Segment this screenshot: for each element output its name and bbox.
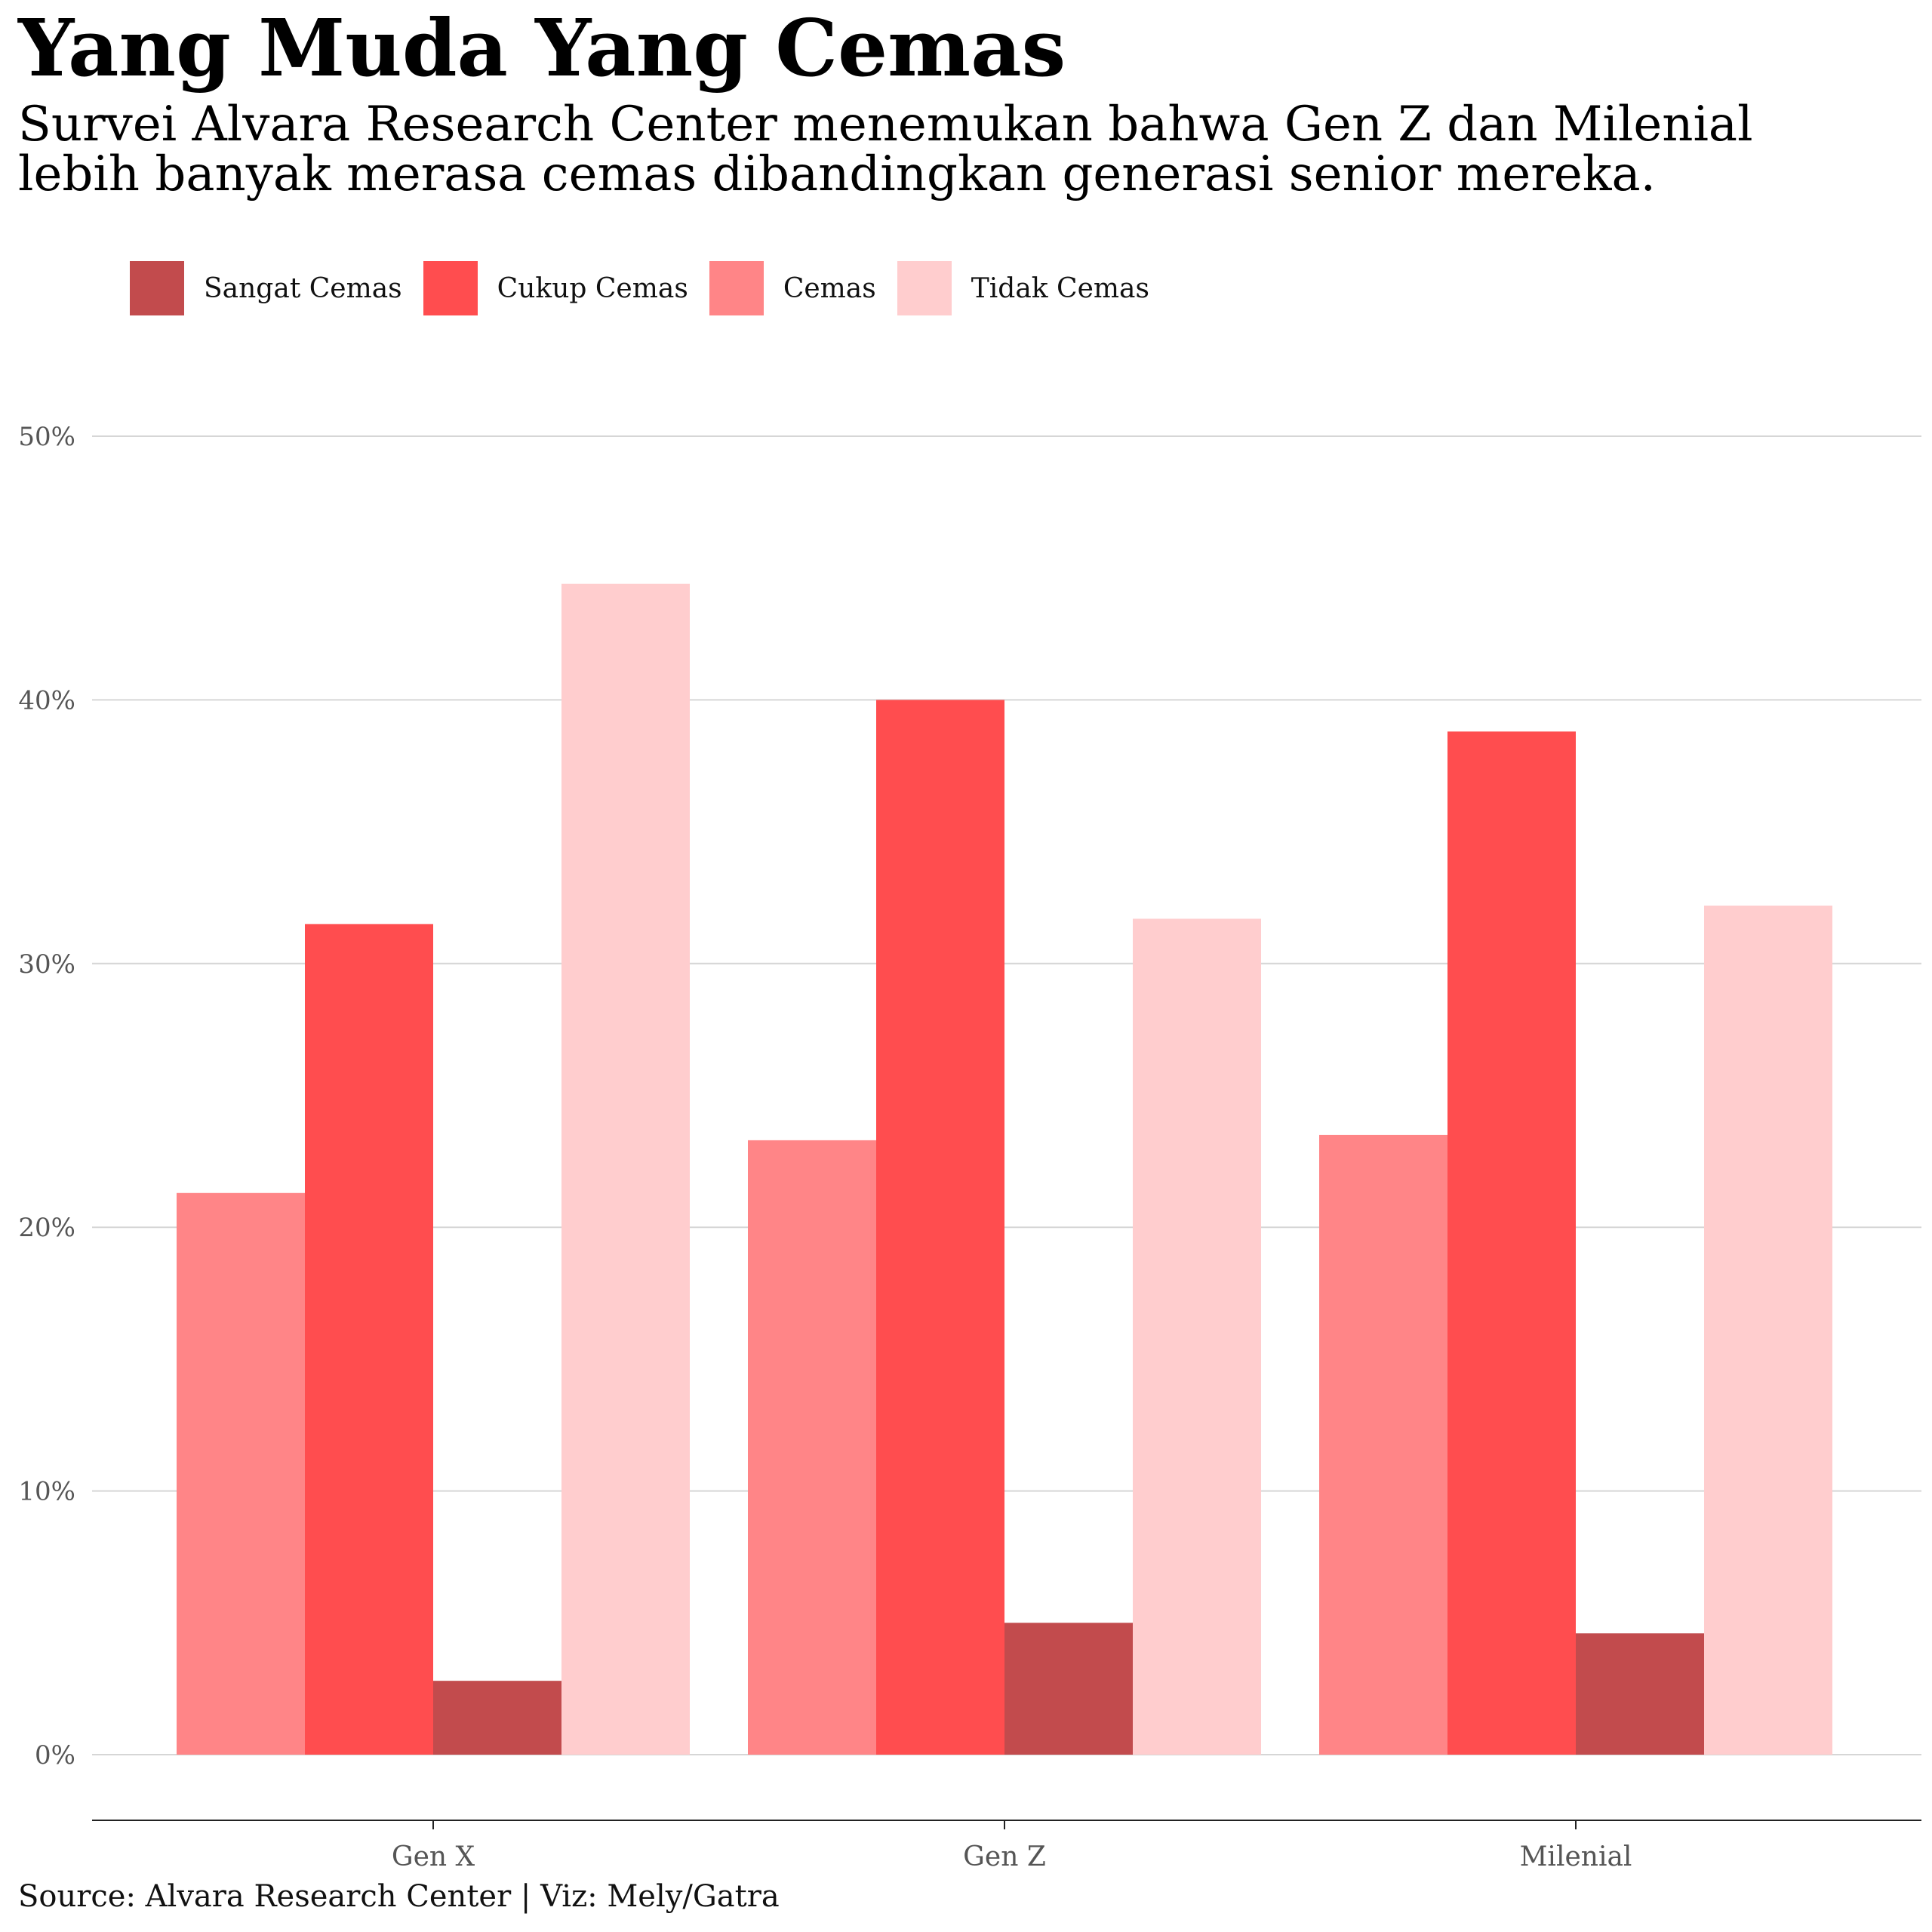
- legend-label: Sangat Cemas: [204, 272, 402, 304]
- legend-item: Tidak Cemas: [897, 261, 1149, 315]
- bar-sangat-cemas: [1576, 1633, 1704, 1755]
- y-tick-label: 0%: [35, 1740, 75, 1770]
- y-tick-label: 30%: [18, 949, 75, 980]
- y-tick-label: 20%: [18, 1213, 75, 1243]
- bar-sangat-cemas: [1004, 1623, 1133, 1755]
- bar-cemas: [1319, 1134, 1447, 1755]
- source-note: Source: Alvara Research Center | Viz: Me…: [18, 1879, 780, 1914]
- legend-swatch: [897, 261, 952, 315]
- legend: Sangat Cemas Cukup Cemas Cemas Tidak Cemas: [130, 261, 1171, 315]
- x-tick-label: Milenial: [1520, 1841, 1632, 1872]
- legend-label: Tidak Cemas: [971, 272, 1149, 304]
- legend-label: Cukup Cemas: [497, 272, 688, 304]
- legend-item: Cukup Cemas: [423, 261, 688, 315]
- y-tick-label: 10%: [18, 1477, 75, 1507]
- bar-sangat-cemas: [433, 1681, 561, 1755]
- bar-cukup-cemas: [876, 700, 1004, 1755]
- legend-label: Cemas: [783, 272, 876, 304]
- x-tick-label: Gen Z: [963, 1841, 1046, 1872]
- chart-title: Yang Muda Yang Cemas: [18, 2, 1066, 94]
- legend-item: Cemas: [709, 261, 876, 315]
- bar-cemas: [177, 1192, 305, 1755]
- bar-tidak-cemas: [561, 583, 690, 1755]
- y-tick-label: 50%: [18, 422, 75, 452]
- x-tick-label: Gen X: [392, 1841, 475, 1872]
- legend-swatch: [709, 261, 764, 315]
- bar-cukup-cemas: [1447, 731, 1576, 1755]
- chart-subtitle: Survei Alvara Research Center menemukan …: [18, 97, 1753, 202]
- bar-tidak-cemas: [1133, 918, 1261, 1755]
- legend-item: Sangat Cemas: [130, 261, 402, 315]
- bar-tidak-cemas: [1704, 905, 1832, 1755]
- legend-swatch: [423, 261, 478, 315]
- bar-cemas: [748, 1140, 876, 1755]
- bar-cukup-cemas: [305, 924, 433, 1755]
- legend-swatch: [130, 261, 184, 315]
- y-tick-label: 40%: [18, 685, 75, 715]
